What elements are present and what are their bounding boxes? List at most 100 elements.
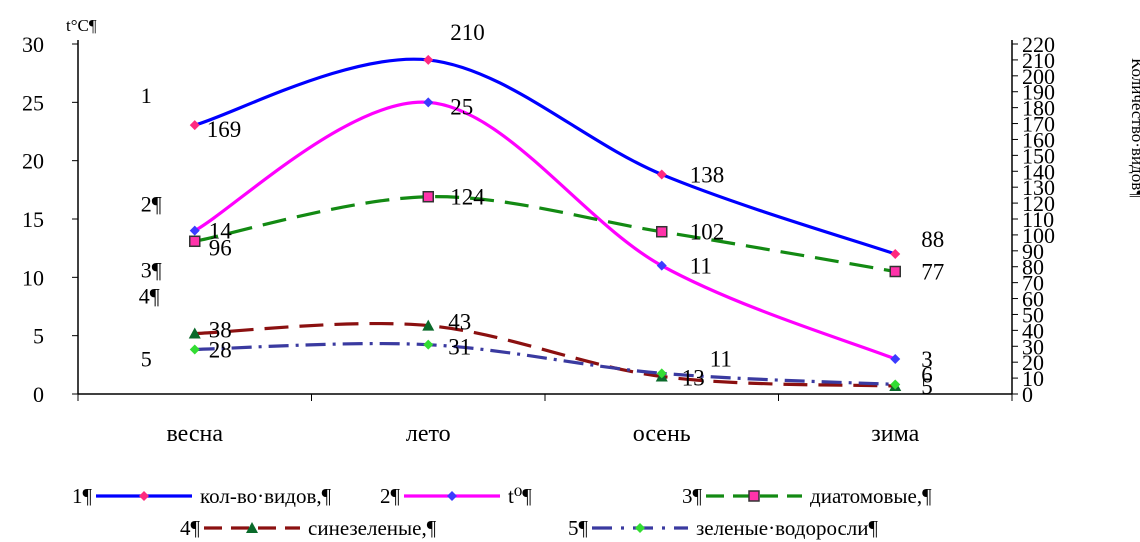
series-line-5 [194, 341, 896, 387]
series-4-marker [422, 319, 435, 331]
data-label: 14 [209, 219, 233, 244]
y-right-tick-label: 90 [1022, 239, 1044, 264]
legend-marker [246, 522, 259, 533]
y-right-tick-label: 160 [1022, 127, 1055, 152]
legend-item-2: 2¶ t⁰¶ [380, 482, 532, 510]
data-label: 102 [690, 220, 725, 245]
series-2-marker [423, 97, 434, 108]
series-3-marker [889, 265, 901, 278]
y-left-tick-label: 0 [33, 382, 44, 407]
series-2-marker [890, 354, 901, 364]
axes: 0510152025300102030405060708090100110120… [22, 32, 1055, 447]
y-right-tick-label: 210 [1022, 48, 1055, 73]
y-right-tick-label: 80 [1022, 255, 1044, 280]
chart-svg: 0510152025300102030405060708090100110120… [22, 16, 1140, 447]
y-left-tick-label: 30 [22, 32, 44, 57]
data-label: 88 [921, 227, 944, 252]
y-right-tick-label: 140 [1022, 159, 1055, 184]
y-right-tick-label: 120 [1022, 191, 1055, 216]
data-label: 138 [690, 162, 725, 187]
legend-label: синезеленые,¶ [308, 515, 437, 540]
series-number-label: 1 [141, 83, 152, 108]
y-right-tick-label: 180 [1022, 96, 1055, 121]
series-1-marker [890, 249, 901, 259]
y-right-tick-label: 130 [1022, 175, 1055, 200]
series-1-marker [189, 120, 200, 131]
y-right-tick-label: 0 [1022, 382, 1033, 407]
data-labels: 169 210 138 88 1 14 25 11 3 2¶ 96 124 102 77 3¶ 38 43 11 5… [139, 20, 945, 399]
y-left-tick-label: 10 [22, 265, 44, 290]
data-label: 124 [450, 185, 485, 210]
data-label: 5 [921, 374, 933, 399]
series-line-4 [194, 321, 896, 388]
series-lines [193, 57, 896, 388]
data-label: 96 [209, 235, 232, 260]
legend-number: 4¶ [180, 515, 201, 540]
legend-number: 3¶ [682, 483, 703, 508]
legend-label: диатомовые,¶ [810, 483, 932, 508]
series-1-marker [656, 169, 667, 180]
legend-item-3: 3¶ диатомовые,¶ [682, 482, 932, 510]
y-right-tick-label: 100 [1022, 223, 1055, 248]
series-number-label: 4¶ [139, 284, 160, 309]
series-5-marker [423, 339, 434, 350]
legend-label: t⁰¶ [508, 483, 532, 508]
series-2-marker [189, 225, 200, 236]
legend-swatch [706, 490, 803, 502]
data-label: 13 [682, 365, 705, 390]
x-category-label: весна [166, 421, 223, 447]
data-label: 25 [450, 94, 473, 119]
x-category-label: зима [871, 421, 919, 447]
y-right-tick-label: 190 [1022, 80, 1055, 105]
legend-marker [447, 491, 458, 501]
y-left-tick-label: 20 [22, 149, 44, 174]
y-right-tick-label: 60 [1022, 287, 1044, 312]
series-line-3 [194, 195, 896, 274]
legend-number: 1¶ [72, 483, 93, 508]
data-label: 11 [710, 347, 732, 372]
legend-item-5: 5¶ зеленые·водоросли¶ [568, 514, 878, 542]
y-right-tick-label: 220 [1022, 32, 1055, 57]
y-left-tick-label: 25 [22, 90, 44, 115]
data-label: 6 [921, 362, 933, 387]
series-3-marker [189, 235, 201, 248]
legend-swatch [204, 522, 301, 533]
legend-label: кол-во·видов,¶ [200, 483, 332, 508]
y-right-tick-label: 170 [1022, 112, 1055, 137]
legend-number: 2¶ [380, 483, 401, 508]
data-label: 38 [209, 318, 232, 343]
data-label: 31 [448, 335, 471, 360]
data-label: 11 [690, 254, 712, 279]
series-2-marker [656, 260, 667, 271]
legend-marker [139, 491, 150, 501]
x-category-label: лето [406, 421, 451, 447]
series-4-marker [188, 327, 201, 339]
series-line-2 [193, 100, 896, 361]
y-right-tick-label: 40 [1022, 318, 1044, 343]
y-right-tick-label: 50 [1022, 302, 1044, 327]
data-label: 210 [450, 20, 485, 45]
legend-item-4: 4¶ синезеленые,¶ [180, 514, 436, 542]
data-label: 28 [209, 337, 232, 362]
series-markers [188, 54, 902, 392]
y-right-tick-label: 70 [1022, 271, 1044, 296]
series-1-marker [423, 54, 434, 65]
y-axis-left-title: t°C¶ [66, 16, 97, 35]
y-right-tick-label: 200 [1022, 64, 1055, 89]
series-5-marker [890, 379, 901, 390]
y-right-tick-label: 30 [1022, 334, 1044, 359]
data-label: 169 [207, 117, 242, 142]
legend-item-1: 1¶ кол-во·видов,¶ [72, 482, 331, 510]
data-label: 43 [448, 310, 471, 335]
y-right-tick-label: 20 [1022, 350, 1044, 375]
series-line-1 [194, 57, 896, 256]
y-axis-right-title: Количество·видов¶ [1128, 58, 1140, 198]
legend-number: 5¶ [568, 515, 589, 540]
series-number-label: 3¶ [141, 257, 162, 282]
series-3-marker [422, 190, 434, 203]
y-right-tick-label: 150 [1022, 143, 1055, 168]
series-number-label: 5 [141, 346, 152, 371]
legend-swatch [96, 491, 193, 501]
series-5-marker [189, 344, 200, 355]
y-right-tick-label: 10 [1022, 366, 1044, 391]
